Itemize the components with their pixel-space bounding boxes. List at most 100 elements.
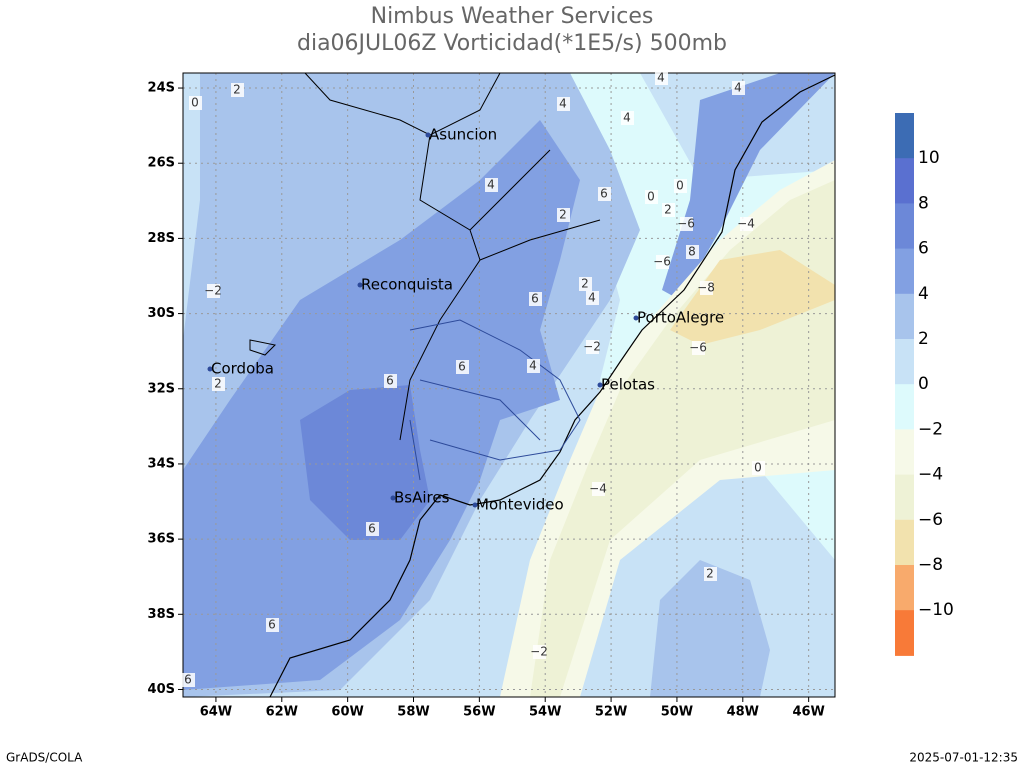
lon-tick-label: 62W [266, 705, 298, 720]
colorbar-box [895, 339, 914, 385]
colorbar-box [895, 610, 914, 656]
borders [249, 72, 601, 441]
contour-label-bg [231, 83, 244, 97]
field [183, 73, 835, 697]
contour-label-bg [740, 217, 753, 231]
contour-label-bg [752, 461, 765, 475]
contour-label-bg [586, 340, 599, 354]
footer-right: 2025-07-01-12:35 [909, 751, 1018, 765]
colorbar-label: −6 [918, 510, 943, 530]
contour-label: 0 [191, 96, 199, 110]
colorbar-label: 4 [918, 284, 929, 304]
city-label: Montevideo [476, 496, 564, 514]
contour-label-bg [485, 178, 498, 192]
city-label: Reconquista [361, 276, 453, 294]
footer-left: GrADS/COLA [6, 751, 83, 765]
contour-label: 2 [581, 277, 589, 291]
city-dot [597, 382, 603, 388]
contour-label: 4 [657, 71, 665, 85]
contour-label: 2 [664, 203, 672, 217]
colorbar-label: −10 [918, 600, 954, 620]
colorbar-box [895, 565, 914, 611]
city-dot [472, 502, 478, 508]
contour-label-bg [686, 245, 699, 259]
contour-label: 4 [529, 359, 537, 373]
contour-label: 0 [647, 190, 655, 204]
contour-label-bg [266, 618, 279, 632]
city-label: BsAires [394, 489, 450, 507]
lon-tick-label: 58W [397, 705, 429, 720]
contour-label-bg [557, 208, 570, 222]
contour-label-bg [598, 187, 611, 201]
colorbar-label: −4 [918, 465, 943, 485]
colorbar-box [895, 203, 914, 250]
lon-tick-label: 56W [463, 705, 495, 720]
contour-label-bg [680, 217, 693, 231]
lon-tick-label: 46W [792, 705, 824, 720]
contour-label-bg [700, 281, 713, 295]
contour-label-bg [692, 341, 705, 355]
contour-label: 6 [458, 360, 466, 374]
contour-label-bg [704, 567, 717, 581]
contour-label: −6 [653, 255, 671, 269]
contour-label: 4 [559, 97, 567, 111]
contour-label: 8 [688, 245, 696, 259]
contour-label-bg [586, 291, 599, 305]
colorbar-label: −2 [918, 419, 943, 439]
contour-label-bg [384, 374, 397, 388]
city-dot [633, 315, 639, 321]
lon-tick-label: 50W [661, 705, 693, 720]
map-frame [182, 72, 836, 698]
contour-label: −2 [530, 645, 548, 659]
lat-tick-label: 36S [148, 532, 175, 547]
contour-label: 6 [368, 522, 376, 536]
contour-label-bg [656, 255, 669, 269]
colorbar-box [895, 519, 914, 566]
contour-label: 6 [184, 673, 192, 687]
lon-tick-label: 60W [331, 705, 363, 720]
colorbar-label: 6 [918, 239, 929, 259]
contour-label-bg [662, 203, 675, 217]
city-label: PortoAlegre [637, 309, 724, 327]
city-label: Pelotas [601, 376, 655, 394]
contour-label-bg [212, 377, 225, 391]
contour-label-bg [527, 359, 540, 373]
colorbar-label: 0 [918, 374, 929, 394]
colorbar-label: 10 [918, 148, 940, 168]
colorbar-label: 8 [918, 193, 929, 213]
contour-label-bg [456, 360, 469, 374]
coastline [269, 74, 836, 698]
colorbar-box [895, 429, 914, 476]
lat-tick-label: 30S [148, 306, 175, 321]
colorbar-label: 2 [918, 329, 929, 349]
city-dot [390, 495, 396, 501]
lat-tick-label: 28S [148, 231, 175, 246]
city-dot [207, 366, 213, 372]
lat-tick-label: 34S [148, 456, 175, 471]
lon-tick-label: 54W [529, 705, 561, 720]
contour-label: 2 [214, 377, 222, 391]
lat-tick-label: 26S [148, 156, 175, 171]
contour-label: 6 [600, 187, 608, 201]
colorbar-box [895, 384, 914, 430]
contour-label: −8 [697, 281, 715, 295]
contour-label-bg [529, 292, 542, 306]
contour-label-bg [674, 179, 687, 193]
contour-label-bg [732, 81, 745, 95]
lat-tick-label: 24S [148, 81, 175, 96]
contour-label-bg [189, 96, 202, 110]
subtitle: dia06JUL06Z Vorticidad(*1E5/s) 500mb [297, 31, 727, 56]
lat-tick-label: 32S [148, 381, 175, 396]
contour-label-bg [533, 645, 546, 659]
city-label: Asuncion [429, 126, 497, 144]
contour-label: −6 [677, 217, 695, 231]
contour-label: 6 [268, 618, 276, 632]
city-label: Cordoba [211, 360, 274, 378]
contour-label-bg [592, 482, 605, 496]
contour-label: 2 [706, 567, 714, 581]
contour-label: 2 [559, 208, 567, 222]
lat-tick-label: 40S [148, 682, 175, 697]
lon-tick-label: 52W [595, 705, 627, 720]
lon-tick-label: 48W [727, 705, 759, 720]
